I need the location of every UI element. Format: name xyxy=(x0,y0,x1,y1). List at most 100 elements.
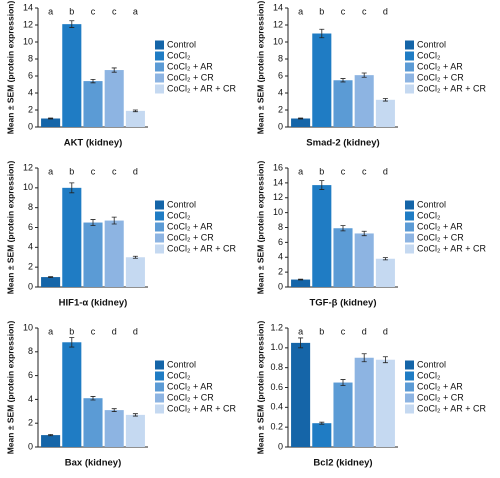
significance-letter: d xyxy=(362,326,367,336)
y-tick-label: 0 xyxy=(28,121,33,131)
y-axis-title: Mean ± SEM (protein expression) xyxy=(5,161,15,295)
legend-swatch xyxy=(155,84,164,94)
legend-swatch xyxy=(405,211,414,221)
y-tick-label: 14 xyxy=(23,2,33,12)
legend-swatch xyxy=(405,393,414,403)
y-tick-label: 4 xyxy=(278,87,283,97)
y-tick-label: 8 xyxy=(278,53,283,63)
legend-swatch xyxy=(155,211,164,221)
bar xyxy=(333,228,353,287)
bar xyxy=(312,185,332,287)
y-tick-label: 10 xyxy=(23,182,33,192)
legend-label: CoCl₂ + AR + CR xyxy=(417,243,487,253)
error-bar xyxy=(340,78,346,83)
significance-letter: a xyxy=(298,326,303,336)
legend-swatch xyxy=(405,360,414,370)
legend-swatch xyxy=(155,233,164,243)
legend-label: CoCl₂ + AR + CR xyxy=(167,243,237,253)
error-bar xyxy=(69,337,75,348)
error-bar xyxy=(298,337,304,349)
y-tick-label: 12 xyxy=(273,19,283,29)
y-tick-label: 10 xyxy=(273,207,283,217)
y-tick-label: 0.2 xyxy=(270,422,283,432)
bar xyxy=(312,423,332,447)
significance-letter: c xyxy=(341,166,346,176)
legend-swatch xyxy=(155,404,164,414)
legend-label: CoCl₂ + AR + CR xyxy=(167,403,237,413)
bar xyxy=(41,118,61,127)
y-tick-label: 2 xyxy=(278,104,283,114)
bar xyxy=(375,258,395,287)
y-tick-label: 6 xyxy=(28,70,33,80)
y-tick-label: 0 xyxy=(278,281,283,291)
error-bar xyxy=(319,180,325,190)
significance-letter: d xyxy=(383,6,388,16)
y-tick-label: 1.0 xyxy=(270,342,283,352)
legend-swatch xyxy=(405,382,414,392)
significance-letter: c xyxy=(91,166,96,176)
y-tick-label: 2 xyxy=(278,267,283,277)
y-tick-label: 12 xyxy=(273,192,283,202)
bar xyxy=(291,118,311,127)
legend-label: Control xyxy=(167,39,196,49)
y-tick-label: 0.4 xyxy=(270,402,283,412)
bar xyxy=(333,382,353,447)
significance-letter: a xyxy=(48,326,53,336)
legend-label: CoCl₂ + AR xyxy=(167,221,213,231)
y-tick-label: 12 xyxy=(23,19,33,29)
bar xyxy=(375,99,395,127)
y-tick-label: 6 xyxy=(28,370,33,380)
y-tick-label: 10 xyxy=(23,322,33,332)
error-bar xyxy=(382,257,388,261)
bar xyxy=(104,70,124,127)
legend-swatch xyxy=(155,40,164,50)
legend-label: CoCl₂ xyxy=(167,370,191,380)
y-tick-label: 0.8 xyxy=(270,362,283,372)
y-tick-label: 0.6 xyxy=(270,382,283,392)
legend-label: CoCl₂ + CR xyxy=(167,72,214,82)
error-bar xyxy=(382,98,388,102)
significance-letter: c xyxy=(341,326,346,336)
legend-label: CoCl₂ + AR xyxy=(417,61,463,71)
legend-swatch xyxy=(155,382,164,392)
y-tick-label: 8 xyxy=(278,222,283,232)
bar xyxy=(312,33,332,127)
significance-letter: a xyxy=(48,166,53,176)
error-bar xyxy=(298,278,304,281)
legend-swatch xyxy=(155,360,164,370)
legend-label: CoCl₂ xyxy=(417,370,441,380)
bar xyxy=(125,414,145,447)
x-axis-title: TGF-β (kidney) xyxy=(309,298,376,309)
error-bar xyxy=(340,225,346,232)
significance-letter: b xyxy=(69,326,74,336)
legend-swatch xyxy=(155,73,164,83)
legend-label: CoCl₂ xyxy=(167,210,191,220)
legend-swatch xyxy=(155,371,164,381)
bar xyxy=(104,410,124,447)
error-bar xyxy=(382,356,388,364)
bar xyxy=(354,357,374,447)
y-tick-label: 8 xyxy=(28,346,33,356)
significance-letter: d xyxy=(383,166,388,176)
significance-letter: a xyxy=(298,166,303,176)
legend-swatch xyxy=(405,73,414,83)
y-tick-label: 10 xyxy=(273,36,283,46)
bar xyxy=(354,75,374,127)
y-tick-label: 6 xyxy=(278,70,283,80)
y-tick-label: 14 xyxy=(273,2,283,12)
significance-letter: c xyxy=(112,6,117,16)
legend-swatch xyxy=(155,62,164,72)
error-bar xyxy=(69,182,75,194)
legend-label: CoCl₂ + CR xyxy=(167,392,214,402)
error-bar xyxy=(90,396,96,401)
y-axis-title: Mean ± SEM (protein expression) xyxy=(5,321,15,455)
y-tick-label: 4 xyxy=(28,394,33,404)
significance-letter: b xyxy=(69,6,74,16)
legend-swatch xyxy=(155,244,164,254)
y-tick-label: 2 xyxy=(28,418,33,428)
significance-letter: c xyxy=(362,6,367,16)
error-bar xyxy=(48,434,54,437)
significance-letter: a xyxy=(133,6,138,16)
legend-swatch xyxy=(405,404,414,414)
y-tick-label: 6 xyxy=(278,237,283,247)
